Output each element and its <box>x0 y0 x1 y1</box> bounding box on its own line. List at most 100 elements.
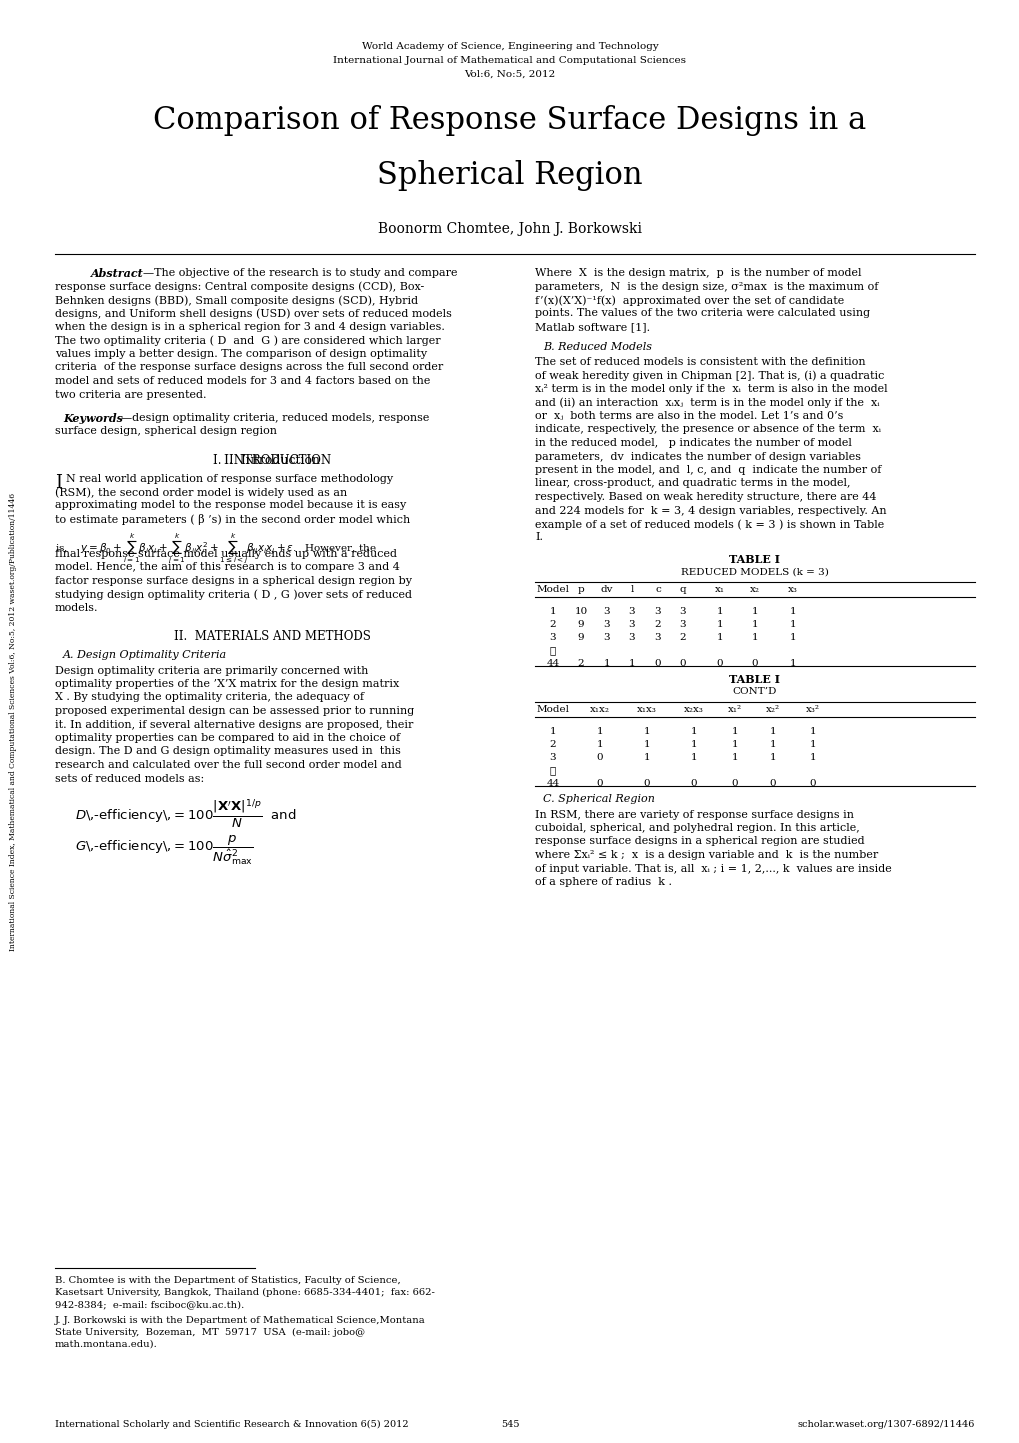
Text: x₃²: x₃² <box>805 706 819 714</box>
Text: 1: 1 <box>643 740 650 749</box>
Text: research and calculated over the full second order model and: research and calculated over the full se… <box>55 760 401 771</box>
Text: 44: 44 <box>546 659 559 668</box>
Text: 3: 3 <box>679 608 686 616</box>
Text: (RSM), the second order model is widely used as an: (RSM), the second order model is widely … <box>55 486 346 498</box>
Text: model. Hence, the aim of this research is to compare 3 and 4: model. Hence, the aim of this research i… <box>55 563 399 573</box>
Text: parameters,  dv  indicates the number of design variables: parameters, dv indicates the number of d… <box>535 452 860 462</box>
Text: Comparison of Response Surface Designs in a: Comparison of Response Surface Designs i… <box>153 105 866 136</box>
Text: 1: 1 <box>549 608 555 616</box>
Text: dv: dv <box>600 584 612 595</box>
Text: math.montana.edu).: math.montana.edu). <box>55 1341 158 1349</box>
Text: present in the model, and  l, c, and  q  indicate the number of: present in the model, and l, c, and q in… <box>535 465 880 475</box>
Text: 1: 1 <box>731 727 738 736</box>
Text: response surface designs in a spherical region are studied: response surface designs in a spherical … <box>535 837 864 847</box>
Text: response surface designs: Central composite designs (CCD), Box-: response surface designs: Central compos… <box>55 281 424 291</box>
Text: 942-8384;  e-mail: fsciboc@ku.ac.th).: 942-8384; e-mail: fsciboc@ku.ac.th). <box>55 1300 244 1309</box>
Text: The set of reduced models is consistent with the definition: The set of reduced models is consistent … <box>535 356 865 367</box>
Text: X . By studying the optimality criteria, the adequacy of: X . By studying the optimality criteria,… <box>55 693 364 703</box>
Text: 3: 3 <box>628 620 635 629</box>
Text: factor response surface designs in a spherical design region by: factor response surface designs in a sph… <box>55 576 412 586</box>
Text: World Academy of Science, Engineering and Technology: World Academy of Science, Engineering an… <box>362 42 657 51</box>
Text: approximating model to the response model because it is easy: approximating model to the response mode… <box>55 501 406 511</box>
Text: N real world application of response surface methodology: N real world application of response sur… <box>66 473 392 483</box>
Text: 3: 3 <box>603 608 609 616</box>
Text: Kasetsart University, Bangkok, Thailand (phone: 6685-334-4401;  fax: 662-: Kasetsart University, Bangkok, Thailand … <box>55 1289 434 1297</box>
Text: 1: 1 <box>731 740 738 749</box>
Text: International Journal of Mathematical and Computational Sciences: International Journal of Mathematical an… <box>333 56 686 65</box>
Text: 0: 0 <box>596 779 602 788</box>
Text: is,    $y = \beta_0 + \sum_{i=1}^{k}\beta_i x_i + \sum_{i=1}^{k}\beta_{ii} x_i^2: is, $y = \beta_0 + \sum_{i=1}^{k}\beta_i… <box>55 531 376 566</box>
Text: 3: 3 <box>654 608 660 616</box>
Text: scholar.waset.org/1307-6892/11446: scholar.waset.org/1307-6892/11446 <box>797 1420 974 1429</box>
Text: 1: 1 <box>716 633 722 642</box>
Text: p: p <box>577 584 584 595</box>
Text: 1: 1 <box>596 740 602 749</box>
Text: Boonorm Chomtee, John J. Borkowski: Boonorm Chomtee, John J. Borkowski <box>378 222 641 237</box>
Text: 3: 3 <box>654 633 660 642</box>
Text: Where  X  is the design matrix,  p  is the number of model: Where X is the design matrix, p is the n… <box>535 268 861 278</box>
Text: 3: 3 <box>603 633 609 642</box>
Text: x₂²: x₂² <box>765 706 780 714</box>
Text: x₁²: x₁² <box>728 706 742 714</box>
Text: q: q <box>679 584 686 595</box>
Text: Matlab software [1].: Matlab software [1]. <box>535 322 649 332</box>
Text: l: l <box>630 584 633 595</box>
Text: 1: 1 <box>690 753 697 762</box>
Text: 2: 2 <box>549 740 555 749</box>
Text: of weak heredity given in Chipman [2]. That is, (i) a quadratic: of weak heredity given in Chipman [2]. T… <box>535 371 883 381</box>
Text: 3: 3 <box>549 753 555 762</box>
Text: Spherical Region: Spherical Region <box>377 160 642 190</box>
Text: B. Chomtee is with the Department of Statistics, Faculty of Science,: B. Chomtee is with the Department of Sta… <box>55 1276 400 1286</box>
Text: 3: 3 <box>549 633 555 642</box>
Text: 1: 1 <box>809 740 815 749</box>
Text: 1: 1 <box>596 727 602 736</box>
Text: 1: 1 <box>690 740 697 749</box>
Text: 1: 1 <box>769 753 775 762</box>
Text: 0: 0 <box>690 779 697 788</box>
Text: 0: 0 <box>716 659 722 668</box>
Text: 1: 1 <box>751 608 757 616</box>
Text: A. Design Optimality Criteria: A. Design Optimality Criteria <box>63 649 227 659</box>
Text: REDUCED MODELS (k = 3): REDUCED MODELS (k = 3) <box>681 567 828 577</box>
Text: 0: 0 <box>596 753 602 762</box>
Text: 1: 1 <box>751 633 757 642</box>
Text: 1: 1 <box>789 633 796 642</box>
Text: In RSM, there are variety of response surface designs in: In RSM, there are variety of response su… <box>535 810 853 820</box>
Text: 0: 0 <box>731 779 738 788</box>
Text: 1: 1 <box>716 608 722 616</box>
Text: 1: 1 <box>789 608 796 616</box>
Text: $D$\,-efficiency\,$= 100\dfrac{|\mathbf{X'X}|^{1/p}}{N}$  and: $D$\,-efficiency\,$= 100\dfrac{|\mathbf{… <box>75 797 296 830</box>
Text: 1: 1 <box>769 727 775 736</box>
Text: design. The D and G design optimality measures used in  this: design. The D and G design optimality me… <box>55 746 400 756</box>
Text: models.: models. <box>55 603 99 613</box>
Text: ⋮: ⋮ <box>549 646 555 655</box>
Text: 2: 2 <box>577 659 584 668</box>
Text: values imply a better design. The comparison of design optimality: values imply a better design. The compar… <box>55 349 427 359</box>
Text: it. In addition, if several alternative designs are proposed, their: it. In addition, if several alternative … <box>55 720 413 730</box>
Text: —design optimality criteria, reduced models, response: —design optimality criteria, reduced mod… <box>121 413 429 423</box>
Text: 1: 1 <box>549 727 555 736</box>
Text: I: I <box>55 473 62 492</box>
Text: —The objective of the research is to study and compare: —The objective of the research is to stu… <box>143 268 458 278</box>
Text: 1: 1 <box>643 753 650 762</box>
Text: TABLE I: TABLE I <box>729 674 780 685</box>
Text: ⋮: ⋮ <box>549 766 555 775</box>
Text: J. J. Borkowski is with the Department of Mathematical Science,Montana: J. J. Borkowski is with the Department o… <box>55 1316 425 1325</box>
Text: CONT’D: CONT’D <box>732 687 776 697</box>
Text: 3: 3 <box>628 633 635 642</box>
Text: 0: 0 <box>679 659 686 668</box>
Text: 1: 1 <box>628 659 635 668</box>
Text: I.  Iɴtroduction: I. Iɴtroduction <box>224 455 320 468</box>
Text: 2: 2 <box>654 620 660 629</box>
Text: 1: 1 <box>751 620 757 629</box>
Text: example of a set of reduced models ( k = 3 ) is shown in Table: example of a set of reduced models ( k =… <box>535 519 883 530</box>
Text: 3: 3 <box>679 620 686 629</box>
Text: cuboidal, spherical, and polyhedral region. In this article,: cuboidal, spherical, and polyhedral regi… <box>535 823 859 833</box>
Text: x₁x₂: x₁x₂ <box>589 706 609 714</box>
Text: x₂x₃: x₂x₃ <box>684 706 703 714</box>
Text: Vol:6, No:5, 2012: Vol:6, No:5, 2012 <box>464 71 555 79</box>
Text: respectively. Based on weak heredity structure, there are 44: respectively. Based on weak heredity str… <box>535 492 875 502</box>
Text: 2: 2 <box>679 633 686 642</box>
Text: 0: 0 <box>654 659 660 668</box>
Text: x₁: x₁ <box>714 584 725 595</box>
